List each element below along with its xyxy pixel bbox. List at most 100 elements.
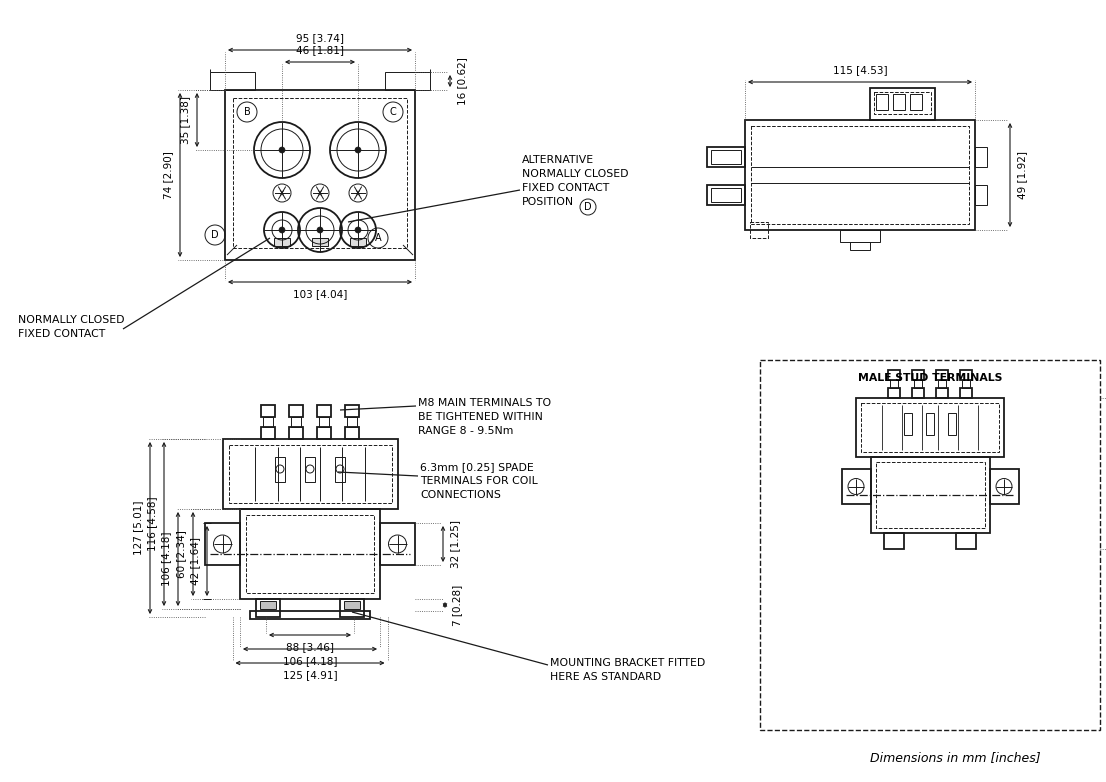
Bar [948,413,956,435]
Text: 106 [4.18]: 106 [4.18] [161,532,171,586]
Bar [745,120,975,230]
Bar [711,188,741,202]
Text: BE TIGHTENED WITHIN: BE TIGHTENED WITHIN [418,412,543,422]
Bar [936,388,948,398]
Text: NORMALLY CLOSED: NORMALLY CLOSED [522,169,628,179]
Bar [888,388,900,398]
Bar [890,380,898,388]
Bar [936,370,948,380]
Bar [711,150,741,164]
Circle shape [355,147,361,153]
Bar [246,515,374,593]
Bar [225,90,415,260]
Text: 106 [4.18]: 106 [4.18] [283,656,337,666]
Text: 115 [4.53]: 115 [4.53] [833,65,887,75]
Text: 127 [5.01]: 127 [5.01] [133,500,143,555]
Bar [349,238,366,246]
Bar [751,126,969,224]
Bar [888,370,900,380]
Bar [874,92,931,114]
Bar [260,601,276,609]
Bar [345,427,359,439]
Text: 35 [1.38]: 35 [1.38] [180,96,190,144]
Bar [938,380,946,388]
Bar [912,388,924,398]
Bar [340,599,364,617]
Text: 6.3mm [0.25] SPADE: 6.3mm [0.25] SPADE [420,462,534,472]
Bar [860,403,999,452]
Bar [960,388,972,398]
Bar [312,238,328,246]
Circle shape [317,227,323,233]
Bar [876,462,984,528]
Text: Dimensions in mm [inches]: Dimensions in mm [inches] [870,752,1041,765]
Text: 42 [1.64]: 42 [1.64] [190,537,200,585]
Bar [707,185,745,205]
Text: 95 [3.74]: 95 [3.74] [296,33,344,43]
Text: TERMINALS FOR COIL: TERMINALS FOR COIL [420,476,538,486]
Text: B: B [243,107,250,117]
Text: FIXED CONTACT: FIXED CONTACT [18,329,105,339]
Text: FIXED CONTACT: FIXED CONTACT [522,183,609,193]
Text: NORMALLY CLOSED: NORMALLY CLOSED [18,315,125,325]
Text: D: D [211,230,219,240]
Circle shape [355,227,361,233]
Bar [870,457,990,533]
Bar [904,413,912,435]
Text: C: C [389,107,396,117]
Bar [291,417,301,427]
Text: 32 [1.25]: 32 [1.25] [450,520,460,568]
Bar [956,533,975,549]
Bar [317,405,331,417]
Text: 116 [4.58]: 116 [4.58] [147,497,157,551]
Bar [960,370,972,380]
Bar [870,88,935,120]
Text: HERE AS STANDARD: HERE AS STANDARD [550,672,661,682]
Text: 7 [0.28]: 7 [0.28] [452,584,462,626]
Bar [261,405,275,417]
Circle shape [279,147,285,153]
Bar [210,72,255,90]
Bar [856,398,1004,457]
Bar [319,417,328,427]
Text: CONNECTIONS: CONNECTIONS [420,490,501,500]
Bar [222,439,397,509]
Bar [839,230,880,242]
Text: MALE STUD TERMINALS: MALE STUD TERMINALS [858,373,1002,383]
Text: D: D [584,202,592,212]
Bar [229,445,392,503]
Bar [233,98,407,248]
Bar [975,185,987,205]
Bar [876,94,888,110]
Text: 46 [1.81]: 46 [1.81] [296,45,344,55]
Bar [851,242,870,250]
Text: 16 [0.62]: 16 [0.62] [457,57,467,105]
Bar [263,417,273,427]
Bar [289,405,303,417]
Bar [914,380,922,388]
Bar [912,370,924,380]
Text: A: A [375,233,382,243]
Bar [380,523,415,565]
Bar [893,94,905,110]
Bar [344,601,359,609]
Text: ALTERNATIVE: ALTERNATIVE [522,155,594,165]
Circle shape [279,227,285,233]
Bar [975,147,987,167]
Text: 49 [1.92]: 49 [1.92] [1018,151,1027,199]
Text: MOUNTING BRACKET FITTED: MOUNTING BRACKET FITTED [550,658,706,668]
Bar [926,413,933,435]
Text: POSITION: POSITION [522,197,574,207]
Text: 60 [2.34]: 60 [2.34] [176,530,186,578]
Bar [910,94,922,110]
Text: 88 [3.46]: 88 [3.46] [286,642,334,652]
Bar [760,360,1100,730]
Bar [990,469,1019,504]
Bar [275,457,285,482]
Text: M8 MAIN TERMINALS TO: M8 MAIN TERMINALS TO [418,398,551,408]
Bar [250,611,371,619]
Bar [317,427,331,439]
Bar [750,222,768,238]
Bar [289,427,303,439]
Bar [274,238,290,246]
